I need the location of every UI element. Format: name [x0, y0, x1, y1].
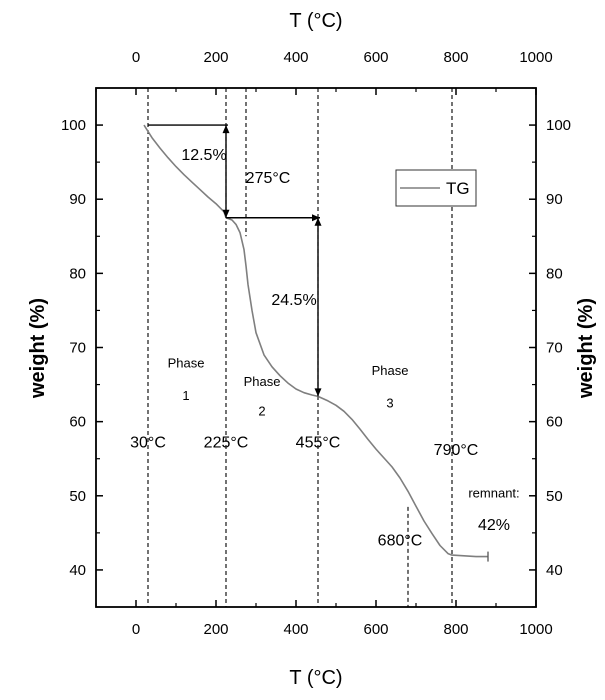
arrowhead [222, 125, 230, 134]
y-tick-label-right: 40 [546, 562, 563, 579]
y-tick-label-left: 50 [69, 488, 86, 505]
x-tick-label-top: 400 [283, 49, 308, 66]
plot-border [95, 87, 537, 608]
axis-ticks: 0 0 200 200 400 400 600 600 800 800 1000 1000 40 40 50… [61, 49, 571, 638]
y-tick-label-left: 70 [69, 340, 86, 357]
x-tick-label-top: 1000 [519, 49, 552, 66]
phase-label: Phase [372, 363, 409, 378]
x-tick-label-bottom: 800 [443, 621, 468, 638]
arrowhead [314, 217, 322, 226]
temperature-label: 455°C [296, 435, 341, 452]
arrowhead [314, 388, 322, 397]
temperature-label: 680°C [378, 532, 423, 549]
phase-number: 1 [182, 388, 189, 403]
legend: TG [395, 169, 477, 207]
x-tick-label-top: 600 [363, 49, 388, 66]
x-tick-label-bottom: 200 [203, 621, 228, 638]
y-tick-label-left: 80 [69, 265, 86, 282]
x-tick-label-top: 200 [203, 49, 228, 66]
temperature-label: 790°C [434, 442, 479, 459]
x-tick-label-bottom: 0 [132, 621, 140, 638]
arrowhead [222, 209, 230, 218]
x-tick-label-top: 0 [132, 49, 140, 66]
y-tick-label-left: 100 [61, 117, 86, 134]
series-line-tg [143, 124, 488, 558]
temperature-label: 30°C [130, 435, 166, 452]
plot-frame [95, 87, 537, 608]
tg-curve-group [143, 124, 489, 562]
remnant-value: 42% [478, 517, 510, 534]
annotation-texts: 30°C 225°C 275°C 455°C 680°C 790°C 12.5% 24.5% P… [130, 147, 520, 550]
remnant-label: remnant: [468, 485, 519, 500]
y-axis-title-right: weight (%) [575, 298, 597, 399]
phase-number: 2 [258, 404, 265, 419]
x-tick-label-bottom: 600 [363, 621, 388, 638]
x-axis-title-top: T (°C) [289, 10, 342, 32]
y-tick-label-right: 60 [546, 414, 563, 431]
mass-loss-label: 24.5% [271, 292, 316, 309]
y-tick-label-left: 40 [69, 562, 86, 579]
y-tick-label-left: 60 [69, 414, 86, 431]
y-tick-label-right: 80 [546, 265, 563, 282]
x-axis-title-bottom: T (°C) [289, 667, 342, 689]
y-tick-label-right: 100 [546, 117, 571, 134]
temperature-label: 275°C [246, 170, 291, 187]
temperature-label: 225°C [204, 435, 249, 452]
phase-label: Phase [168, 356, 205, 371]
legend-label-tg: TG [446, 179, 470, 198]
y-tick-label-right: 90 [546, 191, 563, 208]
annotation-arrows [148, 124, 322, 397]
y-tick-label-left: 90 [69, 191, 86, 208]
y-tick-label-right: 50 [546, 488, 563, 505]
mass-loss-label: 12.5% [181, 147, 226, 164]
reference-lines [147, 88, 453, 607]
x-tick-label-top: 800 [443, 49, 468, 66]
y-tick-label-right: 70 [546, 340, 563, 357]
x-tick-label-bottom: 400 [283, 621, 308, 638]
phase-label: Phase [244, 374, 281, 389]
arrowhead [312, 214, 320, 222]
y-axis-title-left: weight (%) [27, 298, 49, 399]
x-tick-label-bottom: 1000 [519, 621, 552, 638]
phase-number: 3 [386, 396, 393, 411]
